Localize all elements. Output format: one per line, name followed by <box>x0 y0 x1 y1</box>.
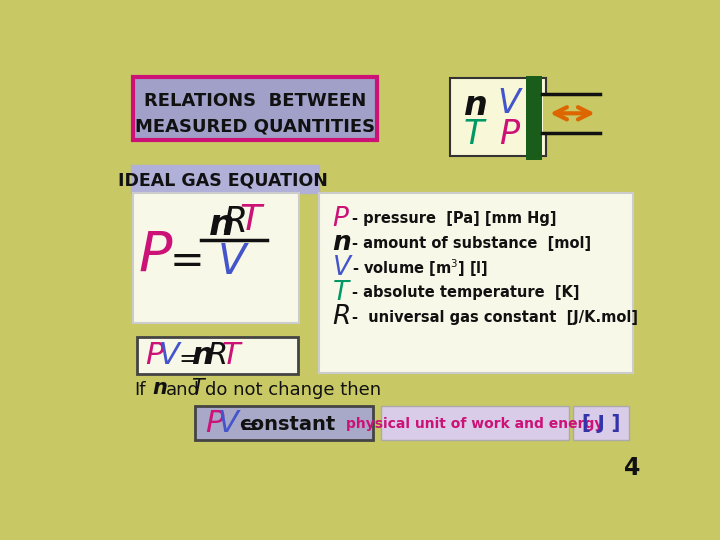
Text: $\mathit{P}$: $\mathit{P}$ <box>145 341 166 370</box>
Text: - volume [m$^3$] [l]: - volume [m$^3$] [l] <box>352 257 488 279</box>
FancyBboxPatch shape <box>320 193 632 373</box>
FancyBboxPatch shape <box>137 336 299 374</box>
Text: [ J ]: [ J ] <box>582 414 620 433</box>
Text: $\mathit{V}$: $\mathit{V}$ <box>497 87 523 120</box>
Text: $\mathit{V}$: $\mathit{V}$ <box>332 255 354 281</box>
Bar <box>543 94 600 132</box>
Text: IDEAL GAS EQUATION: IDEAL GAS EQUATION <box>118 171 328 190</box>
Text: RELATIONS  BETWEEN: RELATIONS BETWEEN <box>144 92 366 110</box>
Text: - amount of substance  [mol]: - amount of substance [mol] <box>352 236 591 251</box>
Text: $\mathit{R}$: $\mathit{R}$ <box>332 305 350 330</box>
Text: If: If <box>134 381 145 399</box>
FancyBboxPatch shape <box>382 406 569 440</box>
Text: $\mathit{T}$: $\mathit{T}$ <box>191 378 207 398</box>
Text: 4: 4 <box>624 456 641 480</box>
Bar <box>526 76 542 159</box>
Text: $\mathit{R}$: $\mathit{R}$ <box>222 205 246 239</box>
Text: $\mathit{V}$: $\mathit{V}$ <box>217 241 250 283</box>
Text: MEASURED QUANTITIES: MEASURED QUANTITIES <box>135 117 375 136</box>
Text: $\mathit{P}$: $\mathit{P}$ <box>332 206 350 232</box>
Text: $\mathit{T}$: $\mathit{T}$ <box>332 280 351 306</box>
Text: $\mathit{T}$: $\mathit{T}$ <box>463 118 487 151</box>
Text: $\boldsymbol{n}$: $\boldsymbol{n}$ <box>152 378 168 398</box>
Text: $\boldsymbol{n}$: $\boldsymbol{n}$ <box>208 208 233 242</box>
FancyBboxPatch shape <box>133 77 377 140</box>
Text: - pressure  [Pa] [mm Hg]: - pressure [Pa] [mm Hg] <box>352 211 557 226</box>
Text: $\boldsymbol{n}$: $\boldsymbol{n}$ <box>191 341 212 370</box>
FancyBboxPatch shape <box>195 406 373 440</box>
Text: -  universal gas constant  [J/K.mol]: - universal gas constant [J/K.mol] <box>352 310 638 325</box>
Text: $\mathit{R}$: $\mathit{R}$ <box>206 341 227 370</box>
Text: $\boldsymbol{n}$: $\boldsymbol{n}$ <box>463 89 487 122</box>
Text: $\mathit{V}$: $\mathit{V}$ <box>217 409 242 438</box>
Text: $\boldsymbol{n}$: $\boldsymbol{n}$ <box>332 231 351 256</box>
Text: $\mathit{P}$: $\mathit{P}$ <box>205 409 225 438</box>
Text: - absolute temperature  [K]: - absolute temperature [K] <box>352 285 580 300</box>
FancyBboxPatch shape <box>451 78 546 157</box>
Text: $\mathit{T}$: $\mathit{T}$ <box>239 204 265 238</box>
Text: $\mathit{P}$: $\mathit{P}$ <box>138 229 174 283</box>
Text: and: and <box>166 381 200 399</box>
Text: physical unit of work and energy: physical unit of work and energy <box>346 417 604 430</box>
Text: $\mathit{T}$: $\mathit{T}$ <box>220 341 243 370</box>
FancyBboxPatch shape <box>133 193 300 323</box>
Text: $=$: $=$ <box>174 346 199 369</box>
Text: $\mathit{P}$: $\mathit{P}$ <box>499 118 521 151</box>
Text: $=$: $=$ <box>161 238 202 280</box>
FancyBboxPatch shape <box>573 406 629 440</box>
Text: do not change then: do not change then <box>204 381 381 399</box>
Text: constant: constant <box>240 415 336 434</box>
FancyBboxPatch shape <box>131 165 319 193</box>
Text: $=$: $=$ <box>235 413 258 437</box>
Text: $\mathit{V}$: $\mathit{V}$ <box>158 341 183 370</box>
